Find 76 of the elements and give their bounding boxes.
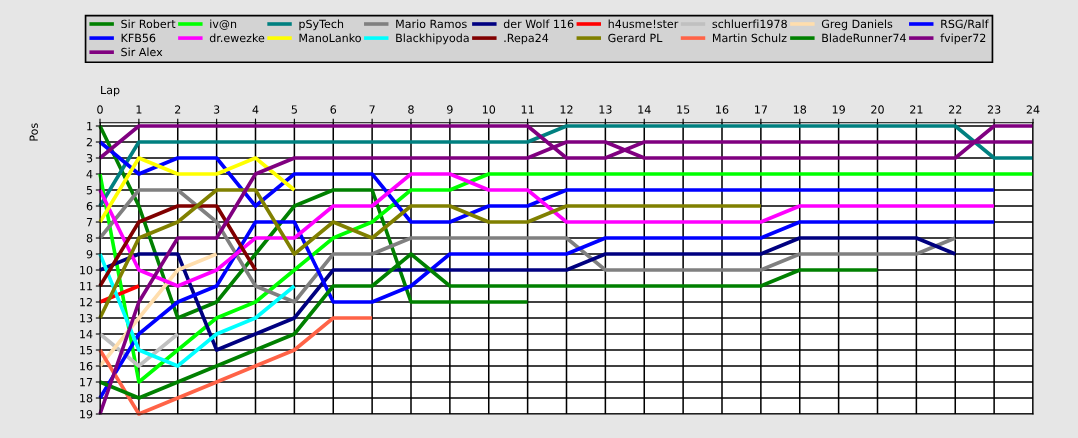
x-tick-label: 16 <box>716 105 729 114</box>
y-tick-label: 2 <box>86 137 92 147</box>
line-series <box>98 316 374 416</box>
y-tick-label: 1 <box>87 122 93 131</box>
y-tick-label: 8 <box>86 233 93 243</box>
x-tick-label: 7 <box>369 105 375 114</box>
x-tick-label: 23 <box>987 105 1001 114</box>
x-tick-label: 1 <box>136 105 142 114</box>
y-tick-label: 7 <box>86 218 93 227</box>
y-tick-label: 15 <box>80 346 93 355</box>
line-series <box>98 236 958 352</box>
x-tick-label: 22 <box>948 105 962 114</box>
x-tick-label: 4 <box>252 105 259 114</box>
x-tick-label: 14 <box>638 105 651 114</box>
line-series <box>98 172 996 288</box>
y-tick-label: 14 <box>80 330 93 339</box>
legend-label: Sir Robert <box>121 19 176 29</box>
y-tick-label: 11 <box>80 282 93 291</box>
y-tick-label: 19 <box>80 409 93 419</box>
x-tick-label: 0 <box>97 105 103 114</box>
legend-label: Greg Daniels <box>821 19 893 31</box>
x-tick-label: 2 <box>175 105 181 114</box>
x-tick-label: 8 <box>408 105 414 114</box>
x-tick-label: 11 <box>521 105 534 114</box>
x-tick-label: 12 <box>560 105 573 114</box>
y-tick-label: 3 <box>86 153 93 163</box>
y-tick-label: 13 <box>80 313 93 323</box>
x-tick-label: 13 <box>599 105 612 114</box>
y-tick-label: 5 <box>86 186 93 195</box>
legend-label: BladeRunner74 <box>822 33 906 43</box>
y-tick-label: 10 <box>80 265 93 275</box>
legend-label: schluerfi1978 <box>712 19 787 29</box>
y-tick-label: 9 <box>86 249 93 259</box>
line-series <box>98 188 958 304</box>
legend-label: pSyTech <box>299 19 344 31</box>
x-tick-label: 3 <box>213 105 220 114</box>
line-series <box>98 252 297 368</box>
legend-label: Gerard PL <box>608 33 663 43</box>
x-tick-label: 21 <box>910 105 923 114</box>
legend-label: iv@n <box>210 19 237 30</box>
x-tick-label: 19 <box>832 105 845 114</box>
legend-label: h4usme!ster <box>608 19 679 29</box>
legend-label: der Wolf 116 <box>503 19 574 29</box>
legend-label: Mario Ramos <box>396 19 467 29</box>
legend-label: Martin Schulz <box>712 33 787 43</box>
legend-label: KFB56 <box>121 33 156 43</box>
x-tick-label: 10 <box>482 105 496 114</box>
line-series <box>98 220 996 400</box>
y-tick-label: 17 <box>80 378 93 387</box>
y-tick-label: 12 <box>80 297 92 307</box>
legend-label: dr.ewezke <box>209 33 265 43</box>
legend-label: Sir Alex <box>121 47 163 57</box>
x-tick-label: 18 <box>793 105 807 114</box>
x-tick-label: 9 <box>447 105 453 114</box>
y-axis-title: Pos <box>29 123 38 141</box>
y-tick-label: 6 <box>86 201 93 211</box>
legend-label: Blackhipyoda <box>396 33 469 45</box>
legend-label: ManoLanko <box>299 33 361 43</box>
x-tick-label: 24 <box>1026 105 1040 114</box>
line-series <box>98 204 258 288</box>
x-tick-label: 6 <box>330 105 337 114</box>
y-tick-label: 4 <box>86 170 93 179</box>
line-series <box>98 156 297 224</box>
legend-label: RSG/Ralf <box>941 19 989 29</box>
x-axis-title: Lap <box>101 85 120 97</box>
line-series <box>98 140 996 224</box>
legend-label: .Repa24 <box>504 33 549 45</box>
y-tick-label: 16 <box>80 361 93 371</box>
line-series <box>98 188 763 320</box>
legend-label: fviper72 <box>940 33 986 45</box>
x-tick-label: 5 <box>291 105 297 114</box>
y-tick-label: 18 <box>80 393 93 403</box>
x-tick-label: 15 <box>677 105 690 114</box>
line-series <box>98 172 1035 384</box>
x-tick-label: 20 <box>871 105 884 114</box>
x-tick-label: 17 <box>755 105 767 114</box>
